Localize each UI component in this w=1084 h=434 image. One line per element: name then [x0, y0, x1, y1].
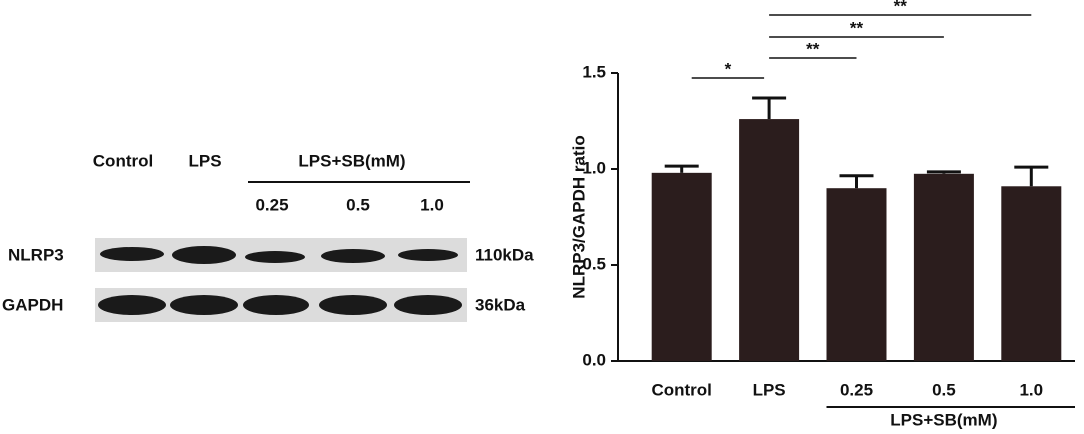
y-tick-label: 1.5	[582, 62, 606, 81]
bar	[651, 172, 712, 361]
significance-label: *	[725, 59, 732, 78]
y-axis-label: NLRP3/GAPDH ratio	[569, 135, 588, 298]
bands	[100, 246, 458, 264]
bar	[1001, 186, 1062, 361]
size-label: 110kDa	[475, 245, 534, 264]
significance-label: **	[806, 39, 820, 58]
y-tick-label: 1.0	[582, 158, 606, 177]
row-label: NLRP3	[8, 245, 64, 264]
bands	[98, 295, 462, 315]
dose-label: 1.0	[420, 195, 444, 214]
x-tick-label: 0.25	[840, 380, 873, 399]
significance-label: **	[850, 18, 864, 37]
y-tick-label: 0.0	[582, 350, 606, 369]
bar	[739, 119, 800, 361]
x-tick-label: Control	[651, 380, 711, 399]
significance-label: **	[894, 0, 908, 15]
group-label: LPS+SB(mM)	[890, 410, 997, 429]
group-label: LPS+SB(mM)	[298, 151, 405, 170]
size-label: 36kDa	[475, 295, 526, 314]
x-tick-label: 0.5	[932, 380, 956, 399]
lane-label: Control	[93, 151, 153, 170]
y-tick-label: 0.5	[582, 254, 606, 273]
x-tick-label: LPS	[753, 380, 786, 399]
bar	[826, 188, 887, 361]
dose-label: 0.5	[346, 195, 370, 214]
bar	[913, 173, 974, 361]
x-tick-label: 1.0	[1019, 380, 1043, 399]
western-blot: Control LPS LPS+SB(mM) 0.25 0.5 1.0 NLRP…	[2, 151, 534, 322]
dose-label: 0.25	[255, 195, 288, 214]
lane-label: LPS	[188, 151, 221, 170]
row-label: GAPDH	[2, 295, 63, 314]
